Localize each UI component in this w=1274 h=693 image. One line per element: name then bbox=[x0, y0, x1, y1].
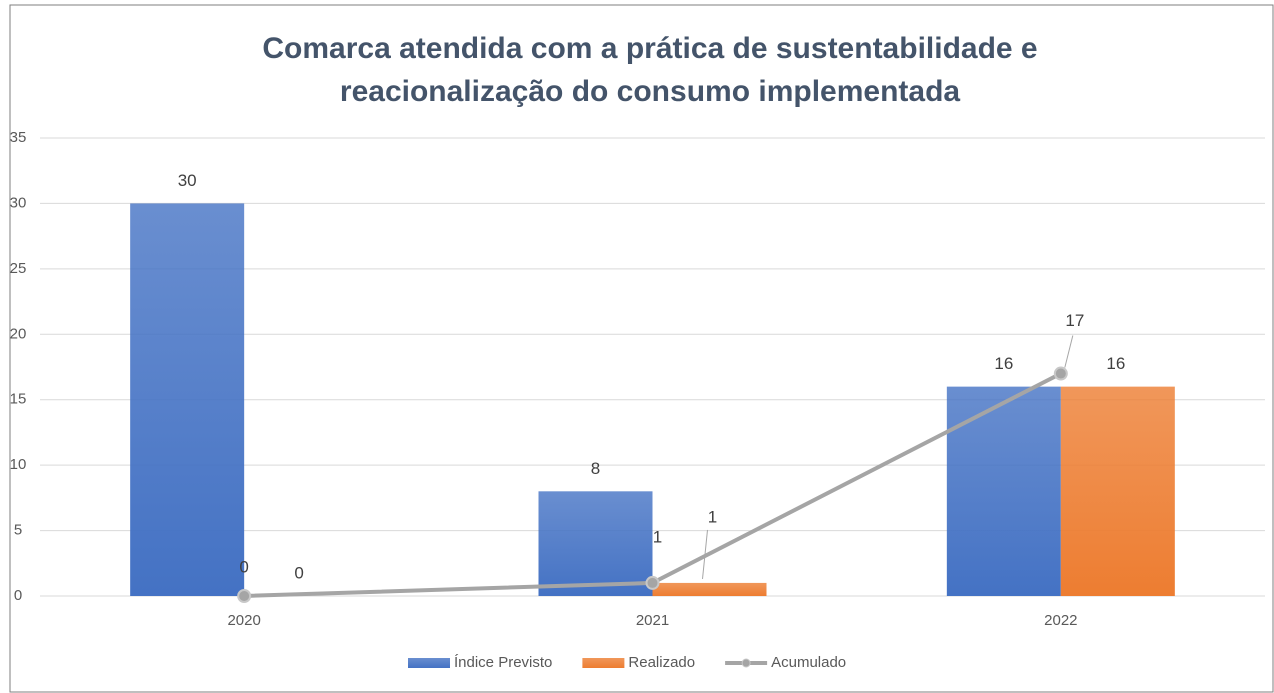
chart-title: reacionalização do consumo implementada bbox=[340, 75, 960, 108]
line-marker bbox=[645, 575, 660, 590]
legend-swatch bbox=[582, 658, 625, 668]
data-label: 1 bbox=[653, 527, 662, 546]
x-tick-label: 2020 bbox=[227, 612, 260, 629]
data-label: 0 bbox=[294, 563, 303, 582]
data-label: 16 bbox=[1106, 354, 1125, 373]
bar bbox=[652, 582, 767, 596]
data-label: 17 bbox=[1065, 311, 1084, 330]
bar bbox=[946, 386, 1061, 596]
legend-label: Realizado bbox=[628, 654, 695, 671]
data-label: 16 bbox=[994, 354, 1013, 373]
y-tick-label: 5 bbox=[14, 522, 22, 539]
legend-label: Índice Previsto bbox=[454, 654, 552, 671]
data-label: 8 bbox=[591, 459, 600, 478]
legend-swatch bbox=[408, 658, 450, 668]
y-tick-label: 10 bbox=[10, 456, 27, 473]
data-label: 30 bbox=[178, 171, 197, 190]
x-tick-label: 2022 bbox=[1044, 612, 1077, 629]
y-tick-label: 20 bbox=[10, 325, 27, 342]
y-tick-label: 25 bbox=[10, 260, 27, 277]
bar bbox=[130, 203, 245, 596]
legend-label: Acumulado bbox=[771, 654, 846, 671]
y-tick-label: 30 bbox=[10, 194, 27, 211]
y-tick-label: 15 bbox=[10, 391, 27, 408]
data-label: 1 bbox=[708, 507, 717, 526]
line-marker bbox=[1053, 366, 1068, 381]
legend-swatch bbox=[741, 658, 751, 668]
y-tick-label: 35 bbox=[10, 129, 27, 146]
x-tick-label: 2021 bbox=[636, 612, 669, 629]
line-marker bbox=[237, 589, 252, 603]
chart-title: Comarca atendida com a prática de susten… bbox=[262, 32, 1037, 65]
y-tick-label: 0 bbox=[14, 587, 22, 604]
bar bbox=[1060, 386, 1175, 596]
bar bbox=[538, 491, 653, 596]
leader-line bbox=[1064, 335, 1074, 368]
data-label: 0 bbox=[239, 557, 248, 576]
